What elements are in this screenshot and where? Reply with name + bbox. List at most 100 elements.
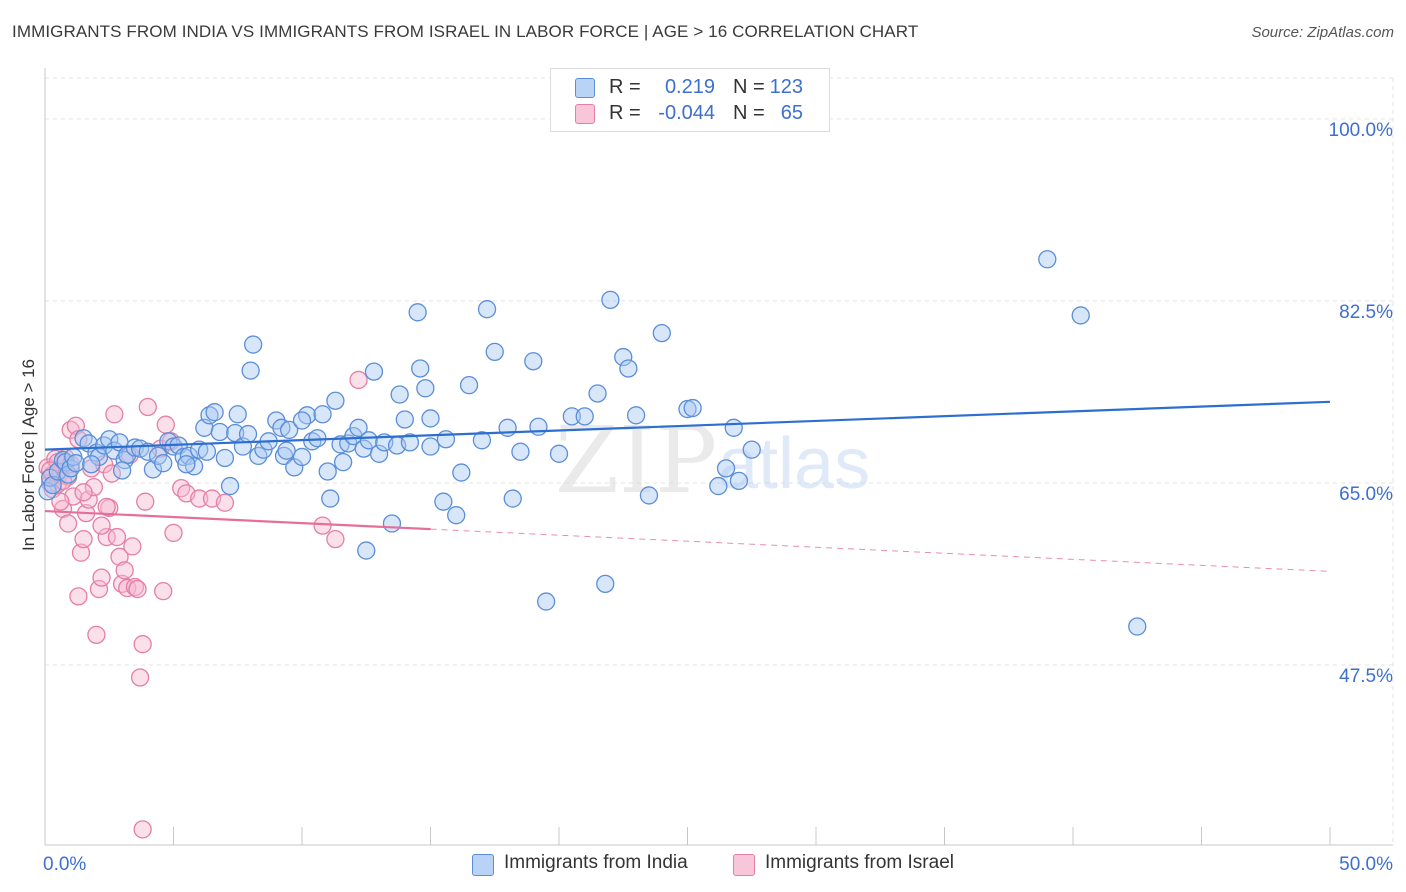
legend-swatch-israel <box>575 104 595 124</box>
india-point <box>321 489 340 508</box>
israel-point <box>84 477 103 497</box>
legend-r-value: -0.044 <box>658 102 715 124</box>
india-point <box>61 459 80 478</box>
india-point <box>359 431 378 450</box>
india-point <box>220 476 240 496</box>
x-axis-max-label: 50.0% <box>1339 854 1393 875</box>
india-point <box>498 418 517 437</box>
india-point <box>112 461 132 480</box>
legend-r-label: R = <box>609 102 641 124</box>
india-point <box>364 362 384 381</box>
legend-swatch-india <box>575 78 595 98</box>
israel-point <box>110 547 129 566</box>
israel-point <box>215 493 235 512</box>
y-axis-label: In Labor Force | Age > 16 <box>19 359 38 551</box>
legend-swatch-israel <box>733 854 755 876</box>
israel-point <box>107 527 127 547</box>
india-point <box>434 492 453 511</box>
india-point <box>724 418 743 437</box>
india-point <box>292 411 312 430</box>
india-point <box>369 444 389 463</box>
india-point <box>1038 250 1057 269</box>
israel-point <box>190 489 209 508</box>
india-point <box>524 352 543 371</box>
israel-point <box>130 668 150 687</box>
israel-point <box>133 635 152 654</box>
india-point <box>82 455 101 474</box>
y-tick-label: 65.0% <box>1339 484 1393 505</box>
israel-point <box>125 577 145 597</box>
india-point <box>619 359 638 378</box>
india-point <box>143 460 163 479</box>
israel-trend-line-dashed <box>430 528 1331 572</box>
israel-point <box>89 579 109 599</box>
chart-title: IMMIGRANTS FROM INDIA VS IMMIGRANTS FROM… <box>12 22 919 41</box>
israel-point <box>156 415 175 434</box>
india-point <box>154 454 173 473</box>
israel-point <box>74 483 93 502</box>
india-point <box>472 431 492 450</box>
india-point <box>485 342 504 362</box>
israel-point <box>51 492 70 511</box>
india-point <box>452 463 471 482</box>
israel-trend-line <box>44 509 431 531</box>
y-tick-label: 47.5% <box>1339 666 1393 687</box>
series-india-points <box>38 250 1147 636</box>
israel-point <box>154 581 173 601</box>
india-point <box>652 323 671 343</box>
israel-point <box>92 568 111 587</box>
india-point <box>447 506 466 525</box>
x-axis-min-label: 0.0% <box>43 854 86 875</box>
india-point <box>614 347 633 367</box>
legend-n-label: N = <box>733 102 765 124</box>
india-point <box>279 420 299 440</box>
india-point <box>228 405 247 424</box>
india-point <box>503 489 522 508</box>
israel-point <box>172 479 191 498</box>
india-point <box>241 361 260 380</box>
legend-r-label: R = <box>609 76 641 98</box>
india-point <box>200 406 219 425</box>
india-point <box>596 574 615 594</box>
israel-point <box>58 514 78 533</box>
india-point <box>511 442 530 461</box>
india-point <box>683 398 702 418</box>
india-point <box>326 391 345 410</box>
y-tick-label: 100.0% <box>1329 120 1394 141</box>
india-point <box>244 335 263 354</box>
israel-point <box>133 820 152 839</box>
india-point <box>562 407 581 426</box>
india-point <box>421 409 440 428</box>
india-point <box>74 429 93 448</box>
india-point <box>205 403 224 422</box>
india-point <box>66 454 85 473</box>
india-point <box>277 441 296 460</box>
israel-point <box>326 529 345 549</box>
india-point <box>477 300 497 319</box>
india-point <box>400 433 420 452</box>
y-tick-label: 82.5% <box>1339 302 1393 323</box>
trend-lines <box>44 400 1331 572</box>
legend-n-value: 65 <box>780 102 803 124</box>
india-point <box>529 417 548 436</box>
india-point <box>303 432 322 451</box>
india-point <box>601 290 620 309</box>
india-point <box>1128 617 1147 636</box>
india-point <box>318 462 337 481</box>
y-tick-labels: 47.5% 65.0% 82.5% 100.0% <box>1329 120 1394 687</box>
india-point <box>197 442 217 461</box>
india-point <box>395 410 414 429</box>
india-point <box>575 407 594 426</box>
india-point <box>313 405 332 424</box>
israel-point <box>128 579 147 599</box>
india-point <box>43 475 62 495</box>
india-point <box>537 592 556 611</box>
israel-point <box>40 461 60 480</box>
india-point <box>459 376 479 395</box>
india-point <box>382 514 402 533</box>
israel-point <box>313 516 332 535</box>
legend-n-label: N = <box>733 76 765 98</box>
india-point <box>138 442 157 461</box>
israel-point <box>92 516 111 535</box>
